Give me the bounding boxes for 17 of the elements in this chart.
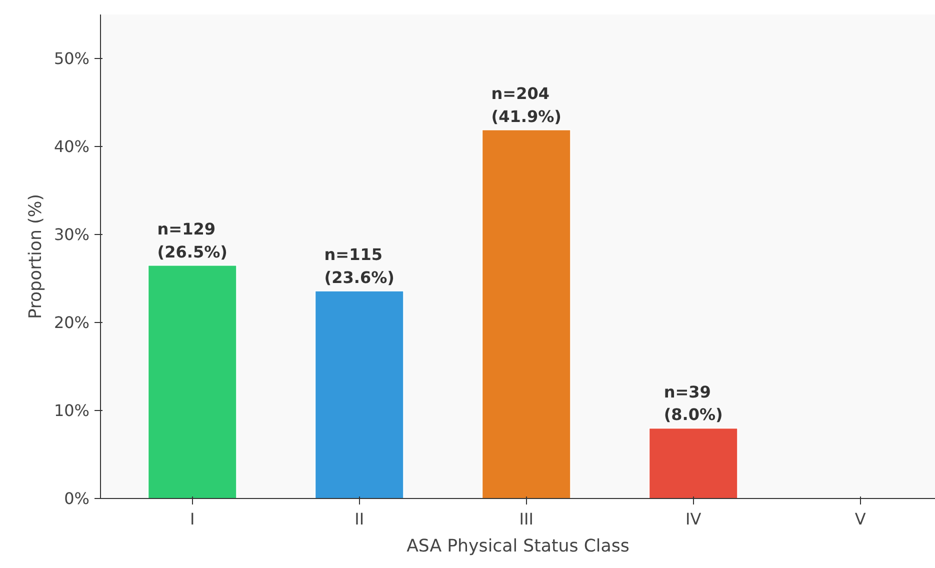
x-tick-label: III	[519, 510, 534, 528]
data-label: n=115 (23.6%)	[324, 245, 394, 287]
data-label: n=129 (26.5%)	[157, 220, 228, 262]
y-tick-label: 50%	[54, 49, 90, 68]
x-tick-label: I	[190, 510, 195, 528]
y-tick-label: 40%	[54, 137, 90, 156]
data-label: n=204 (41.9%)	[491, 84, 562, 126]
data-label: n=39 (8.0%)	[664, 382, 723, 424]
y-tick-label: 30%	[54, 225, 90, 244]
x-tick-label: IV	[686, 510, 702, 528]
x-axis-title: ASA Physical Status Class	[406, 536, 630, 556]
y-tick-label: 20%	[54, 313, 90, 332]
x-tick-label: V	[854, 510, 866, 528]
y-tick-label: 0%	[64, 489, 90, 508]
y-tick-label: 10%	[54, 401, 90, 420]
x-tick-label: II	[354, 510, 364, 528]
y-axis-title: Proportion (%)	[26, 194, 46, 319]
